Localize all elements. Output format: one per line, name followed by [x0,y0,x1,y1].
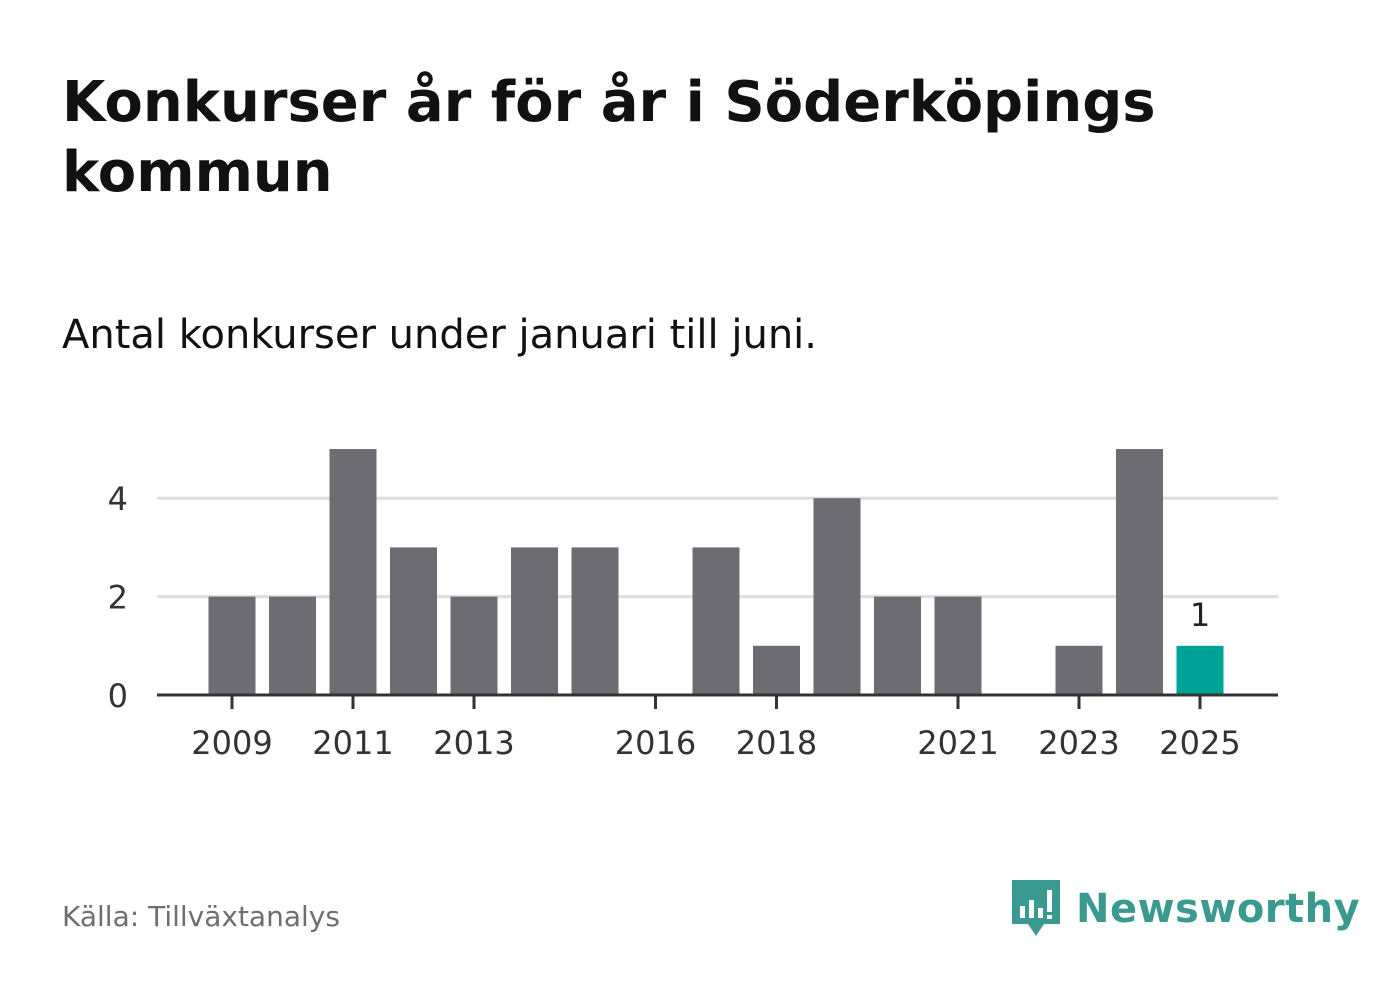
y-tick-label: 4 [108,480,128,518]
y-tick-label: 2 [108,579,128,617]
bar [390,547,437,695]
x-tick-label: 2025 [1159,724,1240,762]
source-note: Källa: Tillväxtanalys [62,900,340,933]
bar [934,596,982,695]
bar [329,449,377,695]
bar [571,547,619,695]
data-label: 1 [1190,596,1210,634]
bars [208,449,1224,695]
x-tick-label: 2013 [433,724,514,762]
bar [753,645,800,695]
labels: 0 2 4 1 2009 2011 2013 2016 2018 2021 2023 2025 [108,480,1241,762]
x-tick-label: 2021 [917,724,998,762]
bar [692,547,740,695]
chart-subtitle: Antal konkurser under januari till juni. [62,312,817,358]
bar [813,498,861,695]
axes [157,693,1278,709]
chart-title: Konkurser år för år i Söderköpings kommu… [62,70,1156,205]
bar [1116,449,1163,695]
x-tick-label: 2016 [615,724,696,762]
x-tick-label: 2009 [191,724,272,762]
bar [208,596,256,695]
bar [1055,645,1103,695]
bar [450,596,498,695]
x-tick-label: 2023 [1038,724,1119,762]
x-tick-label: 2011 [312,724,393,762]
bar [874,596,921,695]
newsworthy-logo-icon [1012,880,1060,936]
brand-logo: Newsworthy [1010,878,1360,940]
y-tick-label: 0 [108,677,128,715]
brand-name: Newsworthy [1076,886,1361,932]
bar [269,596,316,695]
x-tick-label: 2018 [736,724,817,762]
bar [511,547,558,695]
bar-highlight [1176,645,1224,695]
